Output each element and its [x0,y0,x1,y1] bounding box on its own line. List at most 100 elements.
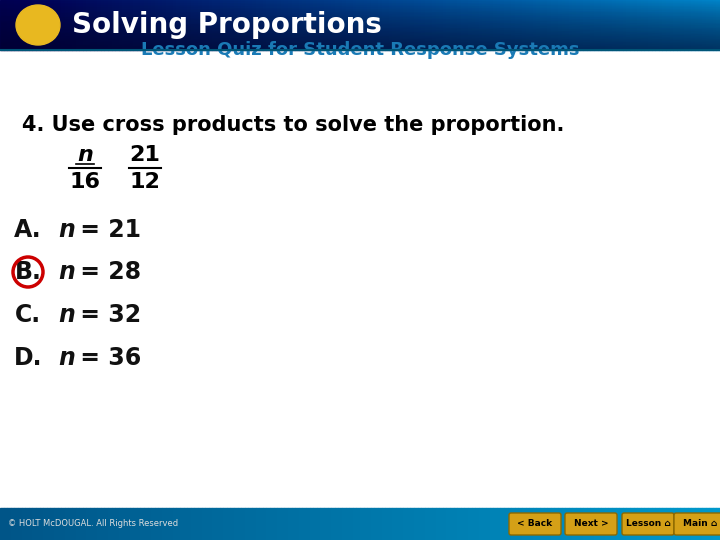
Bar [7,0,11,50]
Bar [338,0,342,50]
Bar [392,0,396,50]
Bar [36,508,40,540]
Bar [680,508,684,540]
Ellipse shape [16,5,60,45]
Bar [508,508,511,540]
Bar [436,0,439,50]
Bar [0,49,720,50]
Bar [184,508,187,540]
Bar [659,0,662,50]
Bar [648,508,652,540]
Bar [216,0,220,50]
Bar [421,508,425,540]
Bar [641,508,644,540]
Bar [122,508,126,540]
Bar [713,0,716,50]
Bar [295,0,299,50]
Bar [360,0,364,50]
FancyBboxPatch shape [622,513,674,535]
Bar [299,0,302,50]
Bar [450,508,454,540]
Text: 4. Use cross products to solve the proportion.: 4. Use cross products to solve the propo… [22,115,564,135]
Bar [0,41,720,42]
Bar [536,0,540,50]
Bar [137,0,140,50]
Bar [482,508,486,540]
Bar [241,508,245,540]
Bar [472,508,475,540]
Bar [36,0,40,50]
Bar [184,0,187,50]
Bar [83,0,86,50]
Bar [436,508,439,540]
Bar [25,508,29,540]
Bar [140,0,144,50]
Text: B.: B. [14,260,42,284]
Bar [79,0,83,50]
Bar [0,37,720,38]
Bar [536,508,540,540]
Bar [630,508,634,540]
Bar [612,0,616,50]
Bar [655,0,659,50]
Bar [587,0,590,50]
Bar [414,508,418,540]
Bar [616,0,619,50]
Bar [29,0,32,50]
Bar [353,508,356,540]
Bar [230,0,234,50]
Bar [378,0,382,50]
Bar [569,0,572,50]
Bar [702,0,706,50]
Bar [148,508,151,540]
Bar [713,508,716,540]
Bar [479,0,482,50]
Bar [464,0,468,50]
Bar [594,508,598,540]
Text: n: n [58,303,75,327]
Bar [457,508,461,540]
Bar [0,30,720,31]
Bar [356,0,360,50]
Bar [313,0,317,50]
Bar [634,0,637,50]
Bar [605,508,608,540]
Bar [0,45,720,46]
Bar [0,31,720,32]
Bar [680,0,684,50]
FancyBboxPatch shape [674,513,720,535]
Bar [191,0,194,50]
Bar [439,508,443,540]
Bar [583,0,587,50]
Bar [256,0,259,50]
Bar [0,20,720,21]
Bar [101,508,104,540]
Bar [695,0,698,50]
Bar [562,508,565,540]
Bar [155,0,158,50]
Bar [684,0,688,50]
Bar [292,0,295,50]
Bar [367,0,371,50]
Bar [155,508,158,540]
Bar [76,508,79,540]
Bar [0,48,720,49]
Bar [691,508,695,540]
Bar [342,508,346,540]
Bar [335,508,338,540]
Bar [0,3,720,4]
Bar [526,508,529,540]
Bar [0,24,720,25]
Bar [140,508,144,540]
Text: Lesson ⌂: Lesson ⌂ [626,519,670,529]
Bar [133,0,137,50]
Bar [464,508,468,540]
Bar [565,0,569,50]
Bar [0,27,720,28]
Bar [0,18,720,19]
Bar [0,46,720,47]
Bar [666,508,670,540]
Bar [0,4,720,5]
Bar [252,508,256,540]
Bar [414,0,418,50]
